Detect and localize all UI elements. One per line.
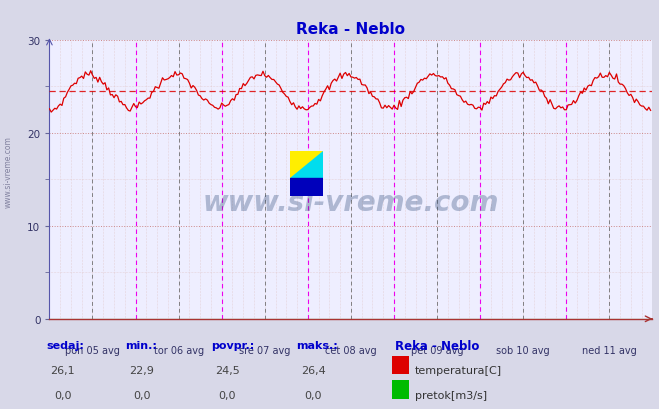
Text: 0,0: 0,0 bbox=[133, 390, 150, 400]
Text: temperatura[C]: temperatura[C] bbox=[415, 365, 502, 375]
Text: 0,0: 0,0 bbox=[304, 390, 322, 400]
Text: povpr.:: povpr.: bbox=[211, 341, 254, 351]
Text: www.si-vreme.com: www.si-vreme.com bbox=[203, 188, 499, 216]
Text: ned 11 avg: ned 11 avg bbox=[582, 345, 637, 355]
Text: 0,0: 0,0 bbox=[54, 390, 71, 400]
Text: pet 09 avg: pet 09 avg bbox=[411, 345, 463, 355]
Text: Reka - Neblo: Reka - Neblo bbox=[395, 339, 480, 352]
Text: www.si-vreme.com: www.si-vreme.com bbox=[3, 136, 13, 208]
Text: pon 05 avg: pon 05 avg bbox=[65, 345, 120, 355]
Text: 26,1: 26,1 bbox=[50, 365, 75, 375]
Text: 22,9: 22,9 bbox=[129, 365, 154, 375]
Text: pretok[m3/s]: pretok[m3/s] bbox=[415, 390, 487, 400]
Text: min.:: min.: bbox=[125, 341, 157, 351]
Title: Reka - Neblo: Reka - Neblo bbox=[297, 22, 405, 37]
Polygon shape bbox=[290, 151, 323, 178]
Text: sre 07 avg: sre 07 avg bbox=[239, 345, 291, 355]
Text: sob 10 avg: sob 10 avg bbox=[496, 345, 550, 355]
Text: tor 06 avg: tor 06 avg bbox=[154, 345, 204, 355]
Text: 26,4: 26,4 bbox=[301, 365, 326, 375]
Polygon shape bbox=[290, 151, 323, 178]
Polygon shape bbox=[290, 178, 323, 196]
Text: maks.:: maks.: bbox=[297, 341, 338, 351]
Text: sedaj:: sedaj: bbox=[46, 341, 84, 351]
Text: 0,0: 0,0 bbox=[219, 390, 236, 400]
Text: čet 08 avg: čet 08 avg bbox=[325, 345, 377, 355]
Text: 24,5: 24,5 bbox=[215, 365, 240, 375]
